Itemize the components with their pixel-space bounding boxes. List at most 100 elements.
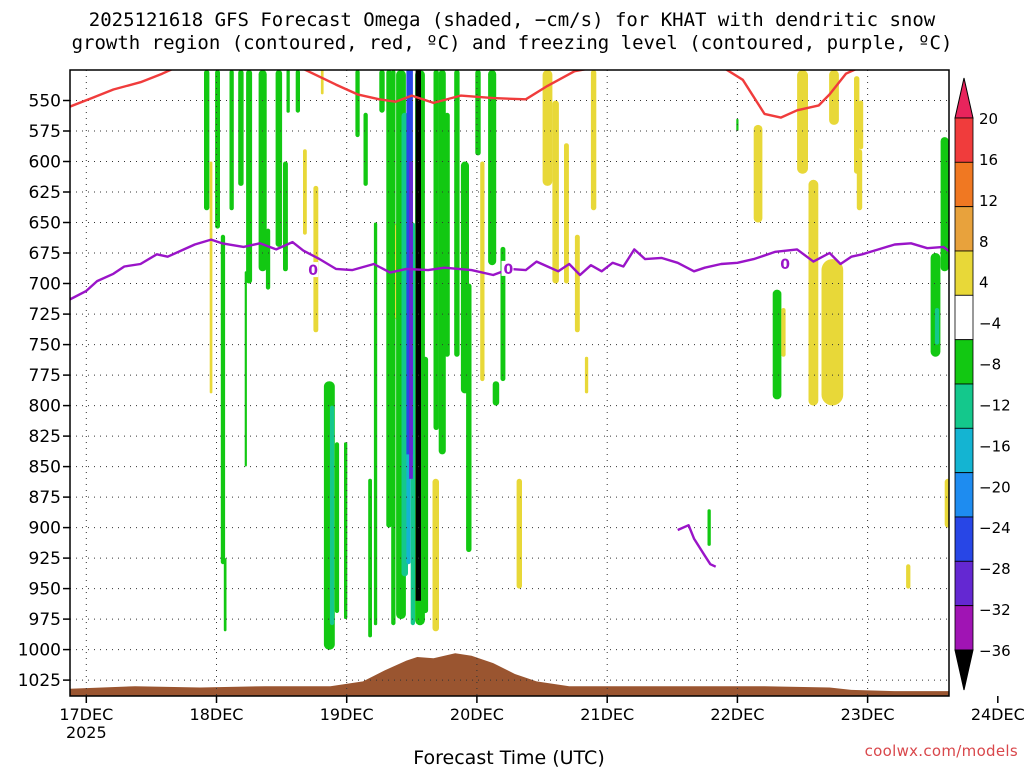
omega-streak (564, 143, 569, 284)
y-tick-label: 900 (29, 519, 61, 539)
omega-streak (492, 381, 500, 406)
colorbar-swatch (954, 206, 974, 252)
y-tick-label: 950 (29, 580, 61, 600)
omega-streak (432, 478, 439, 632)
colorbar-swatch (954, 117, 974, 163)
omega-streak (295, 70, 300, 113)
omega-streak (934, 308, 940, 345)
colorbar-label: −24 (979, 519, 1011, 537)
omega-streak (944, 478, 949, 528)
colorbar-label: 8 (979, 233, 989, 251)
omega-streak (220, 234, 226, 565)
credit-text: coolwx.com/models (864, 742, 1018, 760)
colorbar-label: −4 (979, 315, 1001, 333)
x-tick-label: 17DEC (59, 705, 113, 724)
colorbar-label: 20 (979, 110, 998, 128)
omega-streak (286, 70, 290, 113)
omega-streak (590, 70, 597, 211)
x-tick-label: 20DEC (450, 705, 504, 724)
colorbar-swatch (954, 472, 974, 518)
omega-streak (422, 356, 429, 614)
x-axis: 17DEC 18DEC 19DEC 20DEC 21DEC 22DEC 23DEC 24DEC… (59, 696, 1024, 742)
omega-streak (438, 70, 446, 455)
omega-streak (215, 70, 220, 229)
omega-streak (283, 161, 288, 272)
x-axis-label: Forecast Time (UTC) (413, 747, 604, 768)
omega-streak (238, 70, 244, 186)
omega-streak (258, 70, 267, 272)
x-tick-label: 21DEC (580, 705, 634, 724)
omega-streak (707, 509, 711, 546)
colorbar-label: −36 (979, 642, 1011, 660)
omega-streak (265, 228, 271, 290)
freezing-contour-label: 0 (780, 257, 790, 273)
x-tick-label: 19DEC (320, 705, 374, 724)
freezing-contour-label: 0 (504, 262, 514, 278)
omega-streak (940, 137, 949, 272)
y-tick-label: 800 (29, 397, 61, 417)
colorbar: 20 16 12 8 4 −4 −8 −12 −16 −20 −24 −28 −32 −36 (954, 77, 1011, 691)
y-tick-label: 850 (29, 458, 61, 478)
omega-streak (204, 70, 210, 211)
y-tick-label: 700 (29, 275, 61, 295)
omega-streak (858, 100, 864, 150)
y-tick-label: 725 (29, 305, 61, 325)
colorbar-label: 16 (979, 151, 998, 169)
colorbar-label: −20 (979, 478, 1011, 496)
terrain-fill (70, 653, 949, 696)
omega-streak (329, 405, 335, 626)
omega-streak (246, 70, 253, 284)
freezing-contour-label-bg (778, 256, 791, 271)
omega-streak (444, 112, 450, 357)
omega-streak (516, 478, 522, 589)
omega-streak (781, 308, 786, 357)
colorbar-swatch (954, 427, 974, 473)
colorbar-top-arrow (954, 77, 974, 119)
y-tick-label: 550 (29, 92, 61, 112)
omega-streak (229, 70, 234, 211)
freezing-contour-label-bg (306, 262, 319, 278)
omega-streak (363, 112, 368, 186)
omega-streak (433, 70, 439, 430)
omega-streak (552, 100, 559, 284)
omega-shading (204, 70, 949, 650)
omega-streak (454, 70, 460, 357)
contours: -1200000000 (70, 70, 991, 568)
omega-streak (906, 564, 911, 589)
freezing-contour-label-bg (501, 260, 514, 276)
colorbar-label: 12 (979, 192, 998, 210)
omega-streak (401, 112, 408, 577)
freezing-level-contour-small (677, 524, 717, 568)
chart-title-line2: growth region (contoured, red, ºC) and f… (71, 32, 953, 54)
y-tick-label: 650 (29, 214, 61, 234)
colorbar-swatch (954, 560, 974, 606)
x-tick-label: 23DEC (841, 705, 895, 724)
omega-strong-core (409, 161, 413, 479)
omega-streak (334, 442, 340, 613)
y-tick-label: 575 (29, 122, 61, 142)
colorbar-bottom-arrow (954, 649, 974, 691)
freezing-level-contour (70, 238, 949, 301)
y-tick-label: 600 (29, 153, 61, 173)
omega-streak (391, 70, 396, 626)
omega-streak (829, 70, 839, 125)
y-tick-label: 1025 (18, 671, 61, 691)
omega-streak (480, 161, 485, 382)
freezing-contour-label-bg (979, 260, 991, 275)
colorbar-swatch (954, 383, 974, 429)
x-year-label: 2025 (66, 723, 107, 742)
y-tick-label: 775 (29, 366, 61, 386)
colorbar-label: −8 (979, 356, 1001, 374)
plot-frame (69, 69, 950, 697)
omega-streak (275, 70, 283, 247)
terrain (70, 653, 949, 696)
y-tick-label: 925 (29, 549, 61, 569)
colorbar-swatch (954, 516, 974, 562)
omega-streak (209, 161, 213, 394)
omega-streak (475, 70, 481, 156)
x-tick-label: 22DEC (710, 705, 764, 724)
omega-streak (386, 70, 392, 528)
y-tick-label: 975 (29, 610, 61, 630)
dgz-contour-upper (70, 70, 857, 119)
y-tick-label: 675 (29, 244, 61, 264)
